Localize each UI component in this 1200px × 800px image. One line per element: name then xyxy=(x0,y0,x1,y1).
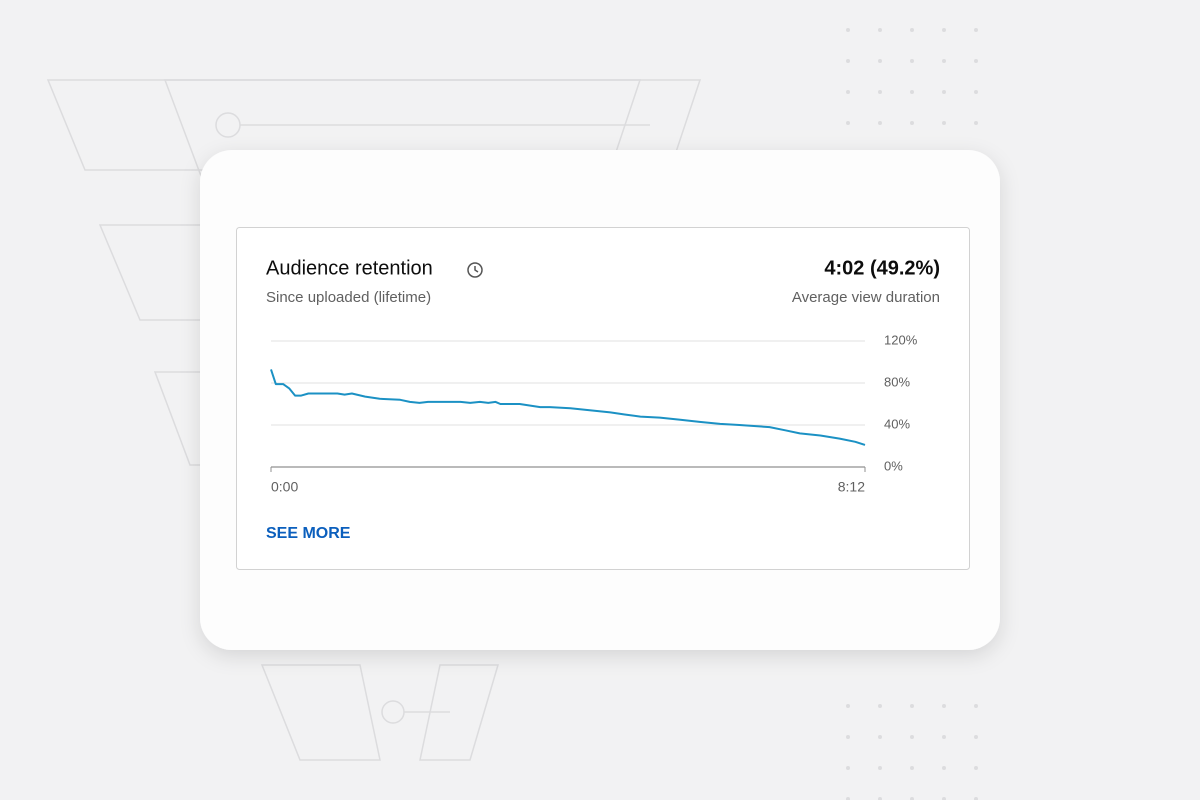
chart: 0% 40% 80% 120% 0:00 8:12 xyxy=(270,332,918,495)
dot xyxy=(974,90,978,94)
dot xyxy=(942,59,946,63)
see-more-link[interactable]: SEE MORE xyxy=(266,525,351,542)
deco-shape xyxy=(260,664,381,761)
dot xyxy=(942,121,946,125)
panel xyxy=(236,227,970,570)
dot xyxy=(910,766,914,770)
x-tick-label: 8:12 xyxy=(838,479,865,495)
deco-shape xyxy=(419,664,500,761)
y-tick-label: 0% xyxy=(884,458,903,473)
dot xyxy=(910,121,914,125)
retention-line xyxy=(270,369,866,446)
y-tick-label: 80% xyxy=(884,374,910,389)
dot xyxy=(846,766,850,770)
dot xyxy=(974,797,978,800)
dot xyxy=(846,90,850,94)
dot xyxy=(846,735,850,739)
dot xyxy=(878,28,882,32)
dot xyxy=(974,735,978,739)
dot xyxy=(846,704,850,708)
dot xyxy=(878,735,882,739)
metric-label: Average view duration xyxy=(792,289,940,306)
dot xyxy=(974,121,978,125)
dot xyxy=(910,735,914,739)
y-tick-label: 120% xyxy=(884,332,918,347)
dot xyxy=(974,28,978,32)
dot xyxy=(846,797,850,800)
dot xyxy=(878,704,882,708)
dot xyxy=(878,797,882,800)
dot xyxy=(878,766,882,770)
dot xyxy=(846,59,850,63)
dot xyxy=(910,90,914,94)
dot xyxy=(974,704,978,708)
dot xyxy=(846,121,850,125)
x-tick-label: 0:00 xyxy=(271,479,298,495)
dot xyxy=(942,704,946,708)
dot xyxy=(942,28,946,32)
deco-circle xyxy=(215,112,241,138)
y-tick-label: 40% xyxy=(884,416,910,431)
dot-grid xyxy=(846,28,978,800)
dot xyxy=(878,121,882,125)
dot xyxy=(910,59,914,63)
dot xyxy=(910,704,914,708)
dot xyxy=(974,766,978,770)
clock-icon[interactable] xyxy=(467,262,483,278)
dot xyxy=(910,28,914,32)
dot xyxy=(846,28,850,32)
dot xyxy=(942,90,946,94)
dot xyxy=(942,735,946,739)
metric-value: 4:02 (49.2%) xyxy=(824,257,940,279)
panel-subtitle: Since uploaded (lifetime) xyxy=(266,289,431,306)
dot xyxy=(878,59,882,63)
dot xyxy=(974,59,978,63)
dot xyxy=(910,797,914,800)
deco-circle xyxy=(381,700,405,724)
dot xyxy=(942,797,946,800)
panel-title: Audience retention xyxy=(266,257,433,279)
dot xyxy=(942,766,946,770)
dot xyxy=(878,90,882,94)
